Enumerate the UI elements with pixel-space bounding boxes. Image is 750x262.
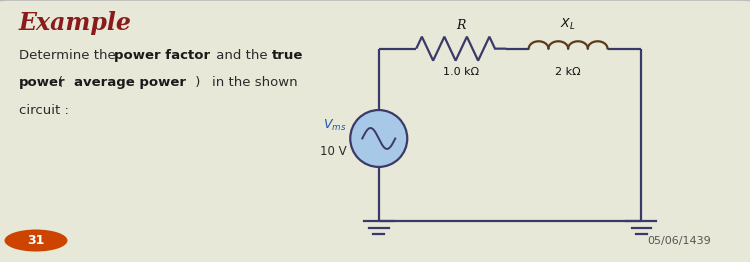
- Text: and the: and the: [211, 49, 272, 62]
- Text: 2 kΩ: 2 kΩ: [555, 67, 581, 77]
- Text: in the shown: in the shown: [211, 76, 297, 89]
- Text: $X_L$: $X_L$: [560, 17, 576, 32]
- Text: $V_{ms}$: $V_{ms}$: [323, 117, 346, 133]
- Text: ): ): [191, 76, 205, 89]
- Text: circuit :: circuit :: [19, 104, 69, 117]
- Text: 05/06/1439: 05/06/1439: [646, 236, 711, 245]
- Text: R: R: [457, 19, 466, 32]
- Text: true: true: [272, 49, 303, 62]
- Circle shape: [350, 110, 407, 167]
- Text: 1.0 kΩ: 1.0 kΩ: [443, 67, 479, 77]
- Text: Example: Example: [19, 11, 132, 35]
- Text: 31: 31: [27, 234, 45, 247]
- Text: average power: average power: [74, 76, 185, 89]
- Text: power factor: power factor: [114, 49, 210, 62]
- Text: Determine the: Determine the: [19, 49, 120, 62]
- Text: 10 V: 10 V: [320, 145, 346, 159]
- Text: (: (: [58, 76, 68, 89]
- Text: power: power: [19, 76, 65, 89]
